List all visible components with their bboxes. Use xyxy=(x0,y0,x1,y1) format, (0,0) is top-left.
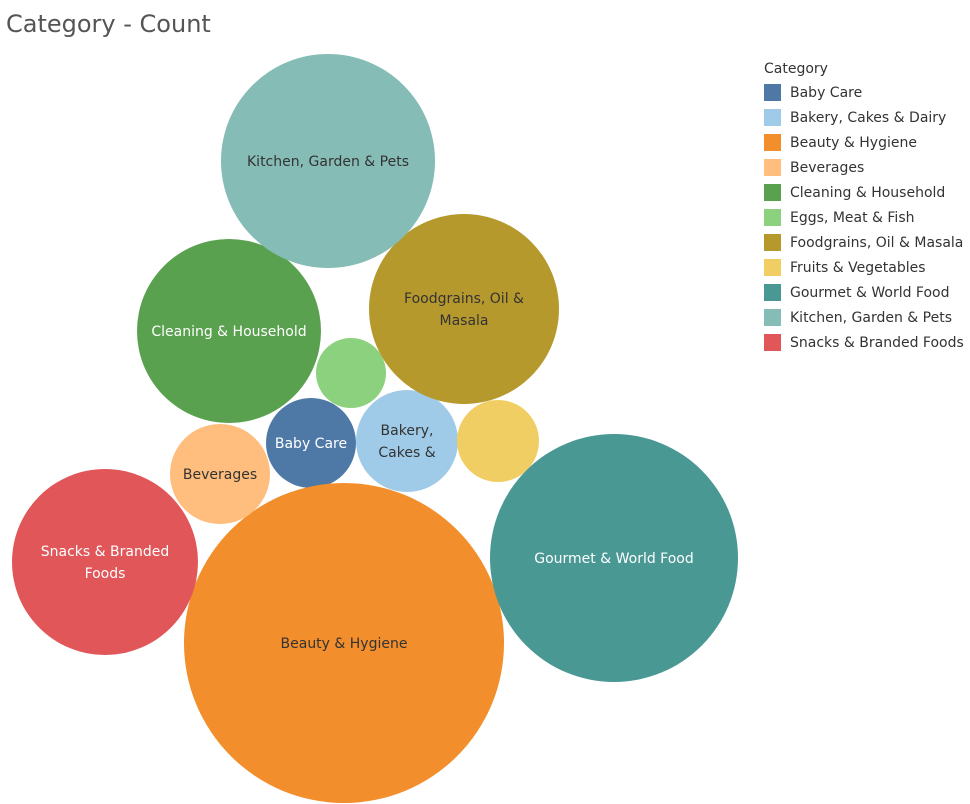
bubble-label: Cleaning & Household xyxy=(151,324,306,340)
bubble-circle-cleaning-household[interactable] xyxy=(137,239,321,423)
bubble-circle-fruits-vegetables[interactable] xyxy=(457,400,539,482)
legend-swatch xyxy=(764,259,781,276)
bubble-circle-eggs-meat-fish[interactable] xyxy=(316,338,386,408)
legend-label: Cleaning & Household xyxy=(790,184,946,201)
legend-label: Eggs, Meat & Fish xyxy=(790,209,915,226)
legend-item-eggs-meat-fish[interactable]: Eggs, Meat & Fish xyxy=(764,205,970,230)
bubble-label: Cakes & xyxy=(378,445,435,461)
legend: Category Baby Care Bakery, Cakes & Dairy B… xyxy=(764,60,970,355)
legend-item-bakery-cakes-dairy[interactable]: Bakery, Cakes & Dairy xyxy=(764,105,970,130)
bubble-snacks-branded-foods[interactable]: Snacks & Branded Foods xyxy=(12,469,198,655)
legend-item-fruits-vegetables[interactable]: Fruits & Vegetables xyxy=(764,255,970,280)
bubble-circle-beverages[interactable] xyxy=(170,424,270,524)
legend-item-beverages[interactable]: Beverages xyxy=(764,155,970,180)
bubble-kitchen-garden-pets[interactable]: Kitchen, Garden & Pets xyxy=(221,54,435,268)
bubble-label: Beverages xyxy=(183,467,257,483)
legend-item-beauty-hygiene[interactable]: Beauty & Hygiene xyxy=(764,130,970,155)
legend-label: Kitchen, Garden & Pets xyxy=(790,309,952,326)
legend-item-cleaning-household[interactable]: Cleaning & Household xyxy=(764,180,970,205)
bubble-foodgrains-oil-masala[interactable]: Foodgrains, Oil & Masala xyxy=(369,214,559,404)
bubble-fruits-vegetables[interactable] xyxy=(457,400,539,482)
bubble-eggs-meat-fish[interactable] xyxy=(316,338,386,408)
bubble-label: Foods xyxy=(85,566,126,582)
legend-item-snacks-branded-foods[interactable]: Snacks & Branded Foods xyxy=(764,330,970,355)
legend-swatch xyxy=(764,159,781,176)
bubble-beauty-hygiene[interactable]: Beauty & Hygiene xyxy=(184,483,504,803)
legend-swatch xyxy=(764,109,781,126)
legend-label: Snacks & Branded Foods xyxy=(790,334,964,351)
chart-title: Category - Count xyxy=(6,10,211,38)
legend-label: Gourmet & World Food xyxy=(790,284,950,301)
bubble-baby-care[interactable]: Baby Care xyxy=(266,398,356,488)
legend-items: Baby Care Bakery, Cakes & Dairy Beauty & H… xyxy=(764,80,970,355)
legend-swatch xyxy=(764,209,781,226)
bubble-circle-gourmet-world-food[interactable] xyxy=(490,434,738,682)
legend-swatch xyxy=(764,234,781,251)
bubble-label: Masala xyxy=(440,313,489,329)
bubble-label: Bakery, xyxy=(381,423,434,439)
legend-swatch xyxy=(764,284,781,301)
legend-item-kitchen-garden-pets[interactable]: Kitchen, Garden & Pets xyxy=(764,305,970,330)
legend-swatch xyxy=(764,134,781,151)
legend-label: Bakery, Cakes & Dairy xyxy=(790,109,947,126)
bubble-circle-foodgrains-oil-masala[interactable] xyxy=(369,214,559,404)
legend-item-foodgrains-oil-masala[interactable]: Foodgrains, Oil & Masala xyxy=(764,230,970,255)
legend-label: Baby Care xyxy=(790,84,863,101)
bubble-beverages[interactable]: Beverages xyxy=(170,424,270,524)
bubble-label: Foodgrains, Oil & xyxy=(404,291,524,307)
legend-swatch xyxy=(764,184,781,201)
legend-swatch xyxy=(764,84,781,101)
legend-swatch xyxy=(764,334,781,351)
legend-label: Beauty & Hygiene xyxy=(790,134,917,151)
legend-item-gourmet-world-food[interactable]: Gourmet & World Food xyxy=(764,280,970,305)
bubble-circle-beauty-hygiene[interactable] xyxy=(184,483,504,803)
bubble-circle-baby-care[interactable] xyxy=(266,398,356,488)
legend-item-baby-care[interactable]: Baby Care xyxy=(764,80,970,105)
bubble-circle-bakery-cakes-dairy[interactable] xyxy=(356,390,458,492)
bubble-label: Baby Care xyxy=(275,436,347,452)
bubble-label: Snacks & Branded xyxy=(41,544,169,560)
legend-label: Beverages xyxy=(790,159,865,176)
bubble-cleaning-household[interactable]: Cleaning & Household xyxy=(137,239,321,423)
bubble-circle-snacks-branded-foods[interactable] xyxy=(12,469,198,655)
legend-swatch xyxy=(764,309,781,326)
legend-title: Category xyxy=(764,61,828,77)
legend-label: Foodgrains, Oil & Masala xyxy=(790,234,964,251)
bubble-label: Beauty & Hygiene xyxy=(281,636,408,652)
bubble-gourmet-world-food[interactable]: Gourmet & World Food xyxy=(490,434,738,682)
legend-label: Fruits & Vegetables xyxy=(790,259,926,276)
bubble-label: Gourmet & World Food xyxy=(534,551,694,567)
bubble-circle-kitchen-garden-pets[interactable] xyxy=(221,54,435,268)
bubble-bakery-cakes-dairy[interactable]: Bakery, Cakes & xyxy=(356,390,458,492)
bubble-label: Kitchen, Garden & Pets xyxy=(247,154,409,170)
